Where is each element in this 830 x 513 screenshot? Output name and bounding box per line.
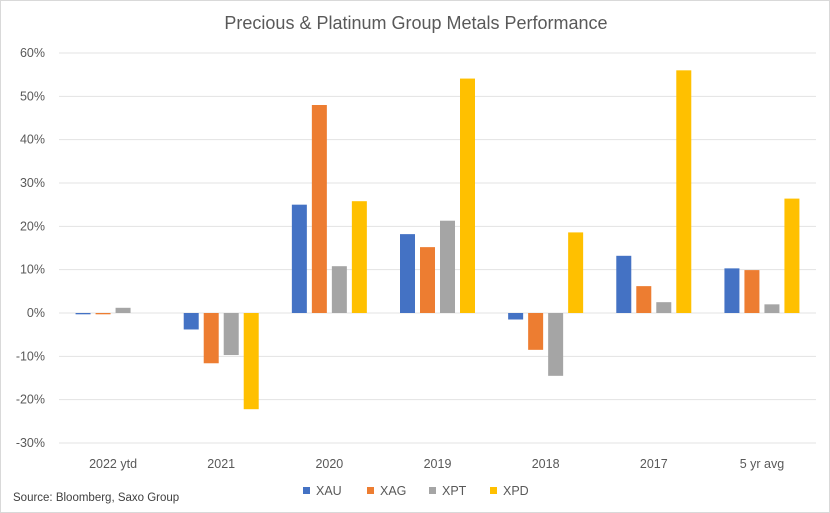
bar-xpd [460,78,475,313]
bar-xpd [243,313,259,410]
bar-xpt [115,307,131,313]
y-tick-label: 20% [20,219,45,233]
source-note: Source: Bloomberg, Saxo Group [13,492,179,504]
y-tick-label: 30% [20,176,45,190]
bar-xag [528,313,544,350]
x-tick-label: 2018 [532,457,560,471]
bar-xag [95,313,111,315]
gridlines [59,52,816,444]
chart-title: Precious & Platinum Group Metals Perform… [224,13,607,33]
y-tick-label: -10% [16,349,45,363]
bar-xau [75,313,91,315]
x-tick-label: 2021 [207,457,235,471]
legend: XAU XAG XPT XPD [303,484,529,498]
y-tick-label: 10% [20,263,45,277]
legend-swatch-xag [367,487,374,494]
y-tick-label: -20% [16,393,45,407]
y-tick-label: 50% [20,89,45,103]
bar-xag [203,313,219,364]
bars [75,70,800,410]
legend-label: XPT [442,484,467,498]
bar-xag [744,270,760,313]
legend-label: XAU [316,484,342,498]
bar-xau [183,313,199,330]
bar-xpt [764,304,780,313]
bar-xpd [784,198,800,313]
legend-label: XPD [503,484,529,498]
x-tick-label: 2019 [424,457,452,471]
y-tick-label: 40% [20,133,45,147]
legend-swatch-xau [303,487,310,494]
bar-xpt [331,266,347,313]
y-tick-label: 60% [20,46,45,60]
bar-xau [400,234,415,313]
y-axis-ticks: 60% 50% 40% 30% 20% 10% 0% -10% -20% -30% [16,46,45,450]
bar-xpt [440,220,455,313]
bar-xag [311,105,327,313]
x-axis-ticks: 2022 ytd 2021 2020 2019 2018 2017 5 yr avg [89,457,784,471]
x-tick-label: 2017 [640,457,668,471]
x-tick-label: 5 yr avg [740,457,785,471]
bar-xpd [568,232,584,313]
x-tick-label: 2020 [315,457,343,471]
legend-label: XAG [380,484,406,498]
bar-xag [636,286,652,313]
bar-xau [508,313,524,320]
bar-xpd [351,201,367,313]
bar-xag [420,247,435,313]
legend-swatch-xpd [490,487,497,494]
bar-xpd [676,70,692,313]
bar-xpt [223,313,239,356]
bar-xpt [656,302,672,313]
bar-xpt [548,313,564,376]
legend-swatch-xpt [429,487,436,494]
bar-xau [616,255,632,313]
y-tick-label: -30% [16,436,45,450]
x-tick-label: 2022 ytd [89,457,137,471]
bar-xau [724,268,740,313]
bar-xau [291,204,307,313]
y-tick-label: 0% [27,306,45,320]
